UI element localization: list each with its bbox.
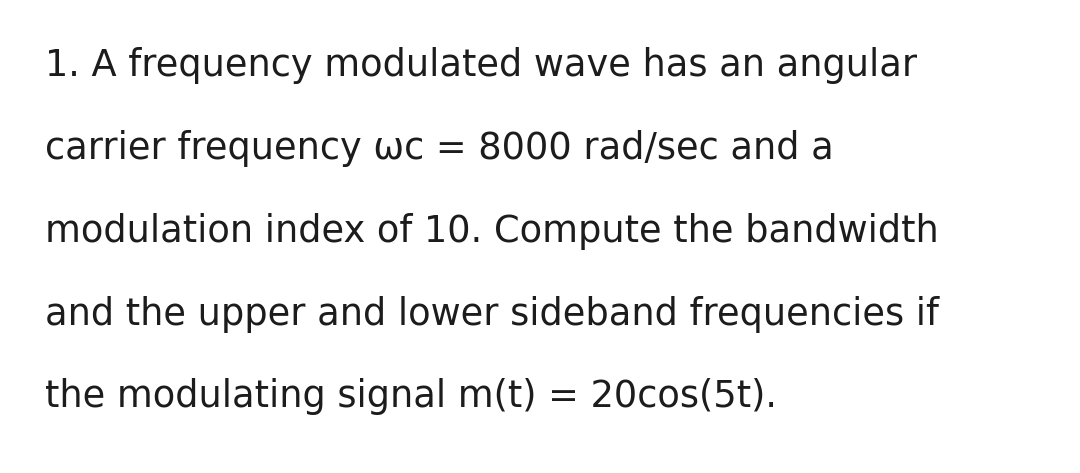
Text: modulation index of 10. Compute the bandwidth: modulation index of 10. Compute the band… bbox=[45, 213, 940, 250]
Text: the modulating signal m(t) = 20cos(5t).: the modulating signal m(t) = 20cos(5t). bbox=[45, 378, 778, 415]
Text: 1. A frequency modulated wave has an angular: 1. A frequency modulated wave has an ang… bbox=[45, 47, 918, 84]
Text: carrier frequency ωc = 8000 rad/sec and a: carrier frequency ωc = 8000 rad/sec and … bbox=[45, 130, 834, 167]
Text: and the upper and lower sideband frequencies if: and the upper and lower sideband frequen… bbox=[45, 296, 940, 333]
